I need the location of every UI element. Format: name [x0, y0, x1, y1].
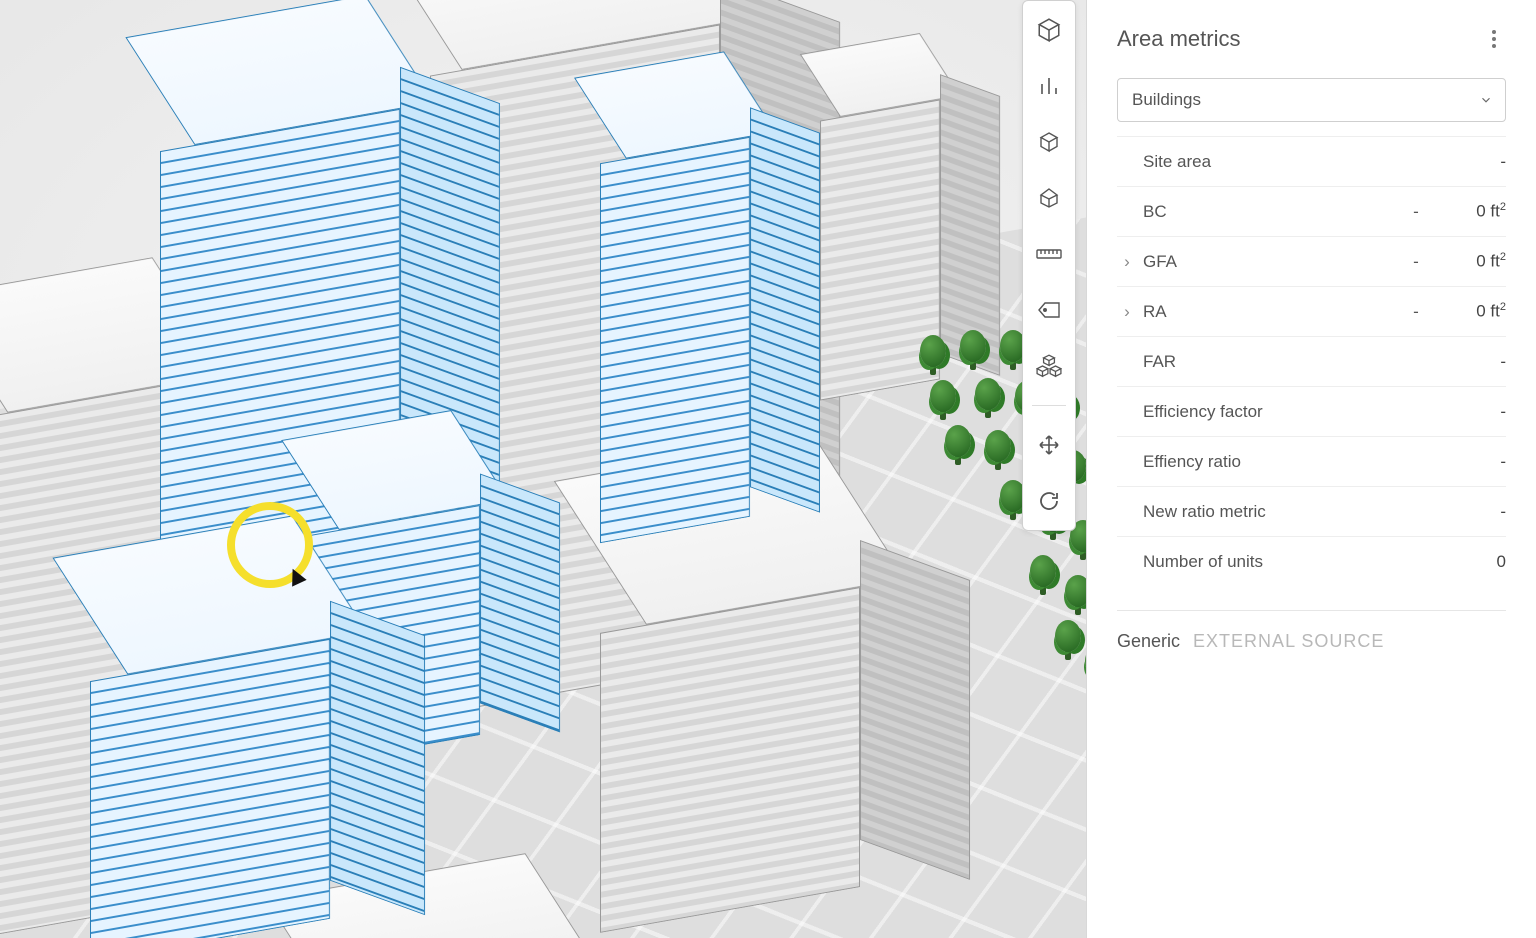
metric-label: Site area [1143, 152, 1396, 172]
tree[interactable] [975, 378, 1001, 418]
metric-row-far: FAR - [1117, 336, 1506, 386]
metric-row-efficiency-factor: Efficiency factor - [1117, 386, 1506, 436]
metric-value: 0 ft2 [1436, 251, 1506, 272]
cube-icon [1037, 130, 1061, 154]
tree[interactable] [1030, 555, 1056, 595]
metric-row-gfa[interactable]: › GFA - 0 ft2 [1117, 236, 1506, 286]
metric-value: 0 ft2 [1436, 301, 1506, 322]
panel-title: Area metrics [1117, 26, 1240, 52]
tree[interactable] [960, 330, 986, 370]
metric-row-site-area: Site area - [1117, 136, 1506, 186]
metric-row-efficiency-ratio: Effiency ratio - [1117, 436, 1506, 486]
tree[interactable] [920, 335, 946, 375]
move-icon [1037, 433, 1061, 457]
tree[interactable] [985, 430, 1011, 470]
metrics-scope-dropdown[interactable]: Buildings [1117, 78, 1506, 122]
metric-row-bc: BC - 0 ft2 [1117, 186, 1506, 236]
metric-label: Number of units [1143, 552, 1396, 572]
panel-divider [1117, 610, 1506, 611]
metric-value: - [1436, 152, 1506, 172]
metric-mid: - [1396, 302, 1436, 322]
tool-measure[interactable] [1030, 235, 1068, 273]
metric-label: New ratio metric [1143, 502, 1396, 522]
expand-chevron-icon[interactable]: › [1117, 252, 1137, 272]
metric-value: 0 ft2 [1436, 201, 1506, 222]
tree[interactable] [930, 380, 956, 420]
metrics-panel: Area metrics Buildings Site area - BC - … [1086, 0, 1536, 938]
tool-orientation-cube[interactable] [1030, 11, 1068, 49]
bars-icon [1037, 74, 1061, 98]
metric-value: 0 [1436, 552, 1506, 572]
tool-reset-view[interactable] [1030, 482, 1068, 520]
metric-label: Effiency ratio [1143, 452, 1396, 472]
metric-row-ra[interactable]: › RA - 0 ft2 [1117, 286, 1506, 336]
tool-library[interactable] [1030, 347, 1068, 385]
metric-mid: - [1396, 252, 1436, 272]
ruler-icon [1036, 246, 1062, 262]
metric-value: - [1436, 452, 1506, 472]
metric-mid: - [1396, 202, 1436, 222]
expand-chevron-icon[interactable]: › [1117, 302, 1137, 322]
metric-label: GFA [1143, 252, 1396, 272]
tool-mass[interactable] [1030, 179, 1068, 217]
tool-analytics[interactable] [1030, 67, 1068, 105]
refresh-icon [1037, 489, 1061, 513]
tool-tag[interactable] [1030, 291, 1068, 329]
metric-row-new-ratio-metric: New ratio metric - [1117, 486, 1506, 536]
source-label: Generic [1117, 631, 1180, 651]
chevron-down-icon [1479, 93, 1493, 107]
tag-icon [1037, 300, 1061, 320]
source-line: Generic EXTERNAL SOURCE [1117, 631, 1506, 652]
viewport-toolbar [1022, 0, 1076, 531]
tree[interactable] [945, 425, 971, 465]
metric-label: FAR [1143, 352, 1396, 372]
metric-value: - [1436, 402, 1506, 422]
metric-label: Efficiency factor [1143, 402, 1396, 422]
dropdown-selected-label: Buildings [1132, 90, 1201, 110]
cube-corner-icon [1036, 17, 1062, 43]
source-tag: EXTERNAL SOURCE [1193, 631, 1384, 651]
metric-label: RA [1143, 302, 1396, 322]
metric-value: - [1436, 502, 1506, 522]
cubes-icon [1036, 353, 1062, 379]
metric-value: - [1436, 352, 1506, 372]
metric-row-number-of-units: Number of units 0 [1117, 536, 1506, 586]
metric-label: BC [1143, 202, 1396, 222]
tool-3d-object[interactable] [1030, 123, 1068, 161]
toolbar-separator [1032, 405, 1066, 406]
panel-menu-button[interactable] [1482, 27, 1506, 51]
tool-pan[interactable] [1030, 426, 1068, 464]
prism-icon [1037, 186, 1061, 210]
tree[interactable] [1055, 620, 1081, 660]
